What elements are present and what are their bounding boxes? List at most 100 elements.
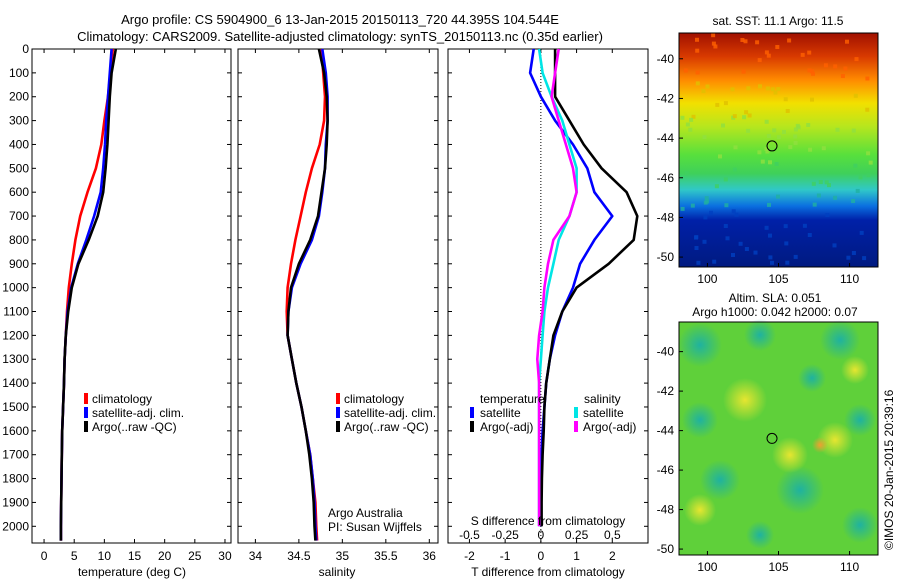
sst-pixel [865, 107, 870, 112]
sst-pixel [866, 151, 871, 156]
sst-pixel [746, 86, 751, 91]
sst-pixel [802, 223, 807, 228]
y-tick-label: 0 [22, 42, 29, 56]
y-tick-label: 800 [9, 233, 29, 247]
sst-pixel [721, 123, 725, 128]
sla-blob [678, 323, 722, 367]
y-tick-label: 1200 [2, 328, 29, 342]
sst-pixel [766, 134, 771, 138]
x-tick-label: 100 [697, 272, 717, 286]
sst-pixel [764, 50, 769, 55]
sst-pixel [711, 41, 716, 46]
sst-pixel [768, 255, 773, 260]
sst-pixel [757, 58, 762, 63]
y-tick-label: -44 [657, 424, 675, 438]
legend-label-sal-argo: Argo(-adj) [583, 420, 636, 434]
sst-pixel [733, 145, 738, 150]
y-tick-label: 500 [9, 161, 29, 175]
sst-pixel [690, 203, 695, 208]
legend-header-salinity: salinity [584, 392, 621, 406]
sst-pixel [731, 209, 736, 214]
sst-pixel [688, 127, 693, 132]
sla-blob [723, 378, 767, 422]
sst-pixel [747, 113, 752, 118]
legend-swatch-argo [336, 421, 340, 432]
sst-pixel [851, 128, 856, 133]
sst-pixel [713, 44, 718, 49]
x-tick-label: 15 [128, 549, 142, 563]
sst-pixel [703, 215, 708, 220]
y-tick-label: 700 [9, 209, 29, 223]
difference-legend: temperature salinity satellite Argo(-adj… [470, 392, 636, 434]
legend-header-temperature: temperature [480, 392, 545, 406]
temperature-axes-frame [31, 48, 232, 544]
sst-pixel [732, 114, 737, 119]
x-tick-label: 20 [158, 549, 172, 563]
y-tick-label: -48 [657, 503, 675, 517]
sst-pixel [725, 236, 730, 241]
sst-pixel [695, 70, 700, 75]
salinity-xlabel: salinity [319, 565, 356, 579]
legend-label-sal-satellite: satellite [583, 406, 624, 420]
series-line-argo-raw-qc- [286, 48, 329, 541]
y-tick-label: 1000 [2, 281, 29, 295]
sst-pixel [730, 87, 735, 92]
sst-pixel [757, 150, 762, 155]
sst-pixel [718, 154, 722, 159]
sst-map-title: sat. SST: 11.1 Argo: 11.5 [713, 14, 844, 28]
y-tick-label: 1600 [2, 424, 29, 438]
x-tick-label: 35.5 [374, 549, 398, 563]
x-tick-label: 34 [249, 549, 263, 563]
sst-pixel [714, 184, 719, 189]
y-tick-label: 1100 [3, 305, 29, 319]
sst-pixel [705, 199, 710, 204]
sst-pixel [788, 145, 793, 150]
sst-pixel [695, 81, 700, 86]
difference-x2label: S difference from climatology [471, 514, 626, 528]
sst-pixel [694, 246, 699, 250]
x2-tick-label: -0.25 [491, 528, 519, 542]
sst-pixel [701, 89, 706, 94]
sst-pixel [723, 224, 728, 228]
sst-pixel [712, 259, 717, 264]
y-tick-label: -42 [657, 91, 675, 105]
sst-pixel [685, 122, 690, 127]
sst-pixel [755, 40, 760, 45]
sst-pixel [795, 123, 800, 128]
sla-map-title-line2: Argo h1000: 0.042 h2000: 0.07 [692, 305, 858, 319]
x2-tick-label: -0.5 [459, 528, 480, 542]
sst-pixel [691, 114, 696, 119]
sst-pixel [723, 101, 728, 106]
x-tick-label: 0 [41, 549, 48, 563]
sst-pixel [859, 230, 864, 235]
y-tick-label: -46 [657, 463, 675, 477]
sst-pixel [742, 115, 747, 120]
figure-title-line1: Argo profile: CS 5904900_6 13-Jan-2015 2… [121, 12, 559, 27]
sst-pixel [825, 213, 830, 217]
sst-pixel [758, 84, 762, 89]
salinity-annotation-line2: PI: Susan Wijffels [328, 520, 422, 534]
sst-pixel [768, 160, 772, 165]
sst-pixel [858, 175, 863, 180]
salinity-annotation-line1: Argo Australia [328, 506, 403, 520]
sst-pixel [768, 233, 772, 238]
sst-pixel [843, 66, 848, 71]
sst-pixel [807, 50, 812, 55]
sst-pixel [744, 247, 749, 251]
sst-pixel [715, 102, 720, 107]
sla-blob [746, 521, 774, 549]
legend-swatch-sal-argo [574, 421, 578, 432]
sst-pixel [782, 130, 786, 134]
sst-pixel [866, 173, 871, 178]
sst-pixel [793, 134, 798, 139]
argo-float-marker [766, 140, 778, 152]
y-tick-label: 1400 [2, 376, 29, 390]
sst-pixel [770, 260, 774, 265]
sst-pixel [767, 202, 771, 207]
y-tick-label: -50 [657, 542, 675, 556]
sla-blob [841, 356, 869, 384]
y-tick-label: -40 [657, 52, 675, 66]
x-tick-label: 5 [71, 549, 78, 563]
sst-pixel [840, 74, 845, 78]
